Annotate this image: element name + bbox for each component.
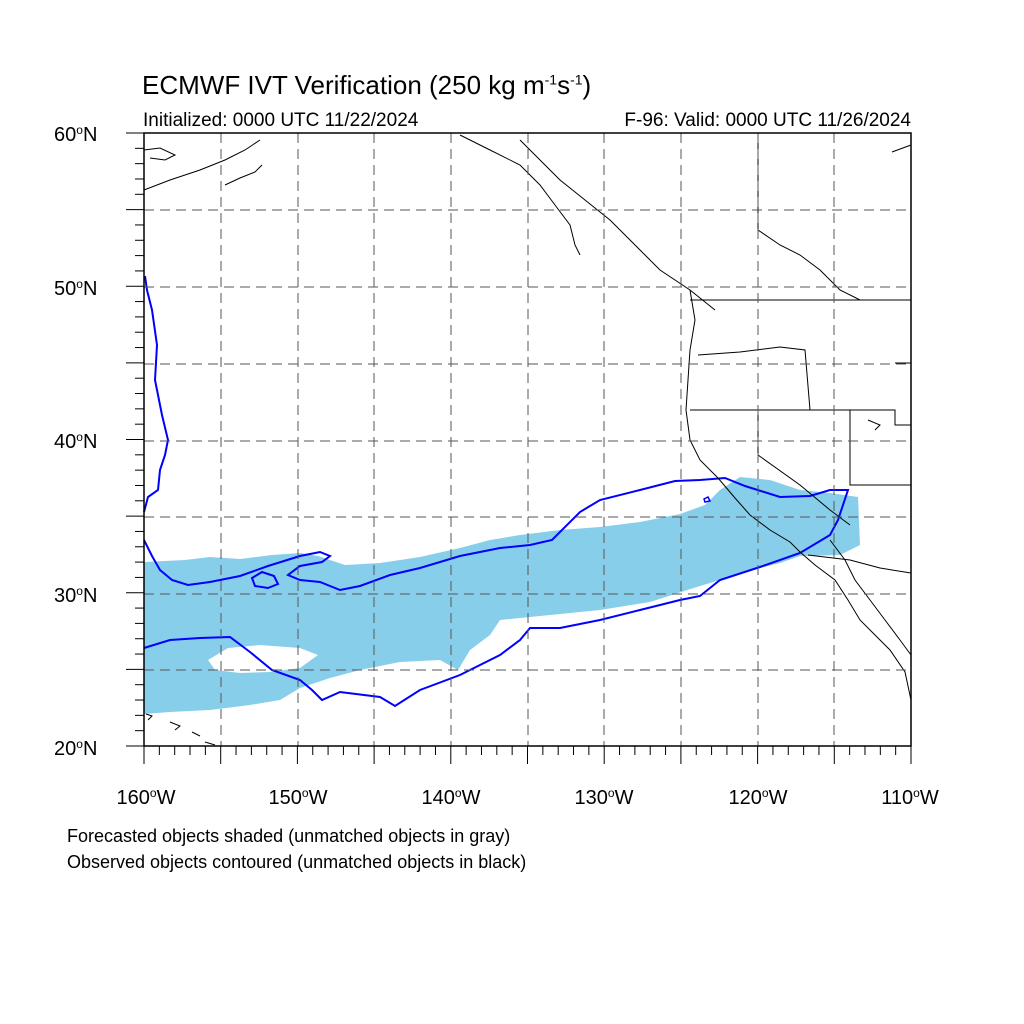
observed-contour-loop	[250, 570, 280, 590]
lat-label-60: 60oN	[54, 123, 98, 146]
grid-lines	[144, 133, 911, 746]
initialized-label: Initialized: 0000 UTC 11/22/2024	[143, 110, 419, 131]
lon-label-140: 140oW	[421, 786, 481, 809]
observed-contour-speck	[703, 495, 712, 503]
lon-label-160: 160oW	[116, 786, 176, 809]
lat-label-50: 50oN	[54, 277, 98, 300]
axis-ticks	[126, 132, 912, 764]
observed-contour-main	[143, 476, 850, 708]
lat-label-30: 30oN	[54, 584, 98, 607]
lon-label-130: 130oW	[574, 786, 634, 809]
coastlines	[143, 134, 912, 746]
caption-observed: Observed objects contoured (unmatched ob…	[67, 852, 527, 872]
forecast-object	[144, 477, 860, 714]
lon-label-110: 110oW	[881, 786, 939, 809]
lat-label-20: 20oN	[54, 737, 98, 760]
caption-forecast: Forecasted objects shaded (unmatched obj…	[67, 826, 511, 846]
observed-contour-west	[143, 275, 170, 513]
valid-label: F-96: Valid: 0000 UTC 11/26/2024	[624, 110, 911, 131]
lon-label-150: 150oW	[268, 786, 328, 809]
lat-label-40: 40oN	[54, 430, 98, 453]
lon-label-120: 120oW	[728, 786, 788, 809]
map-title: ECMWF IVT Verification (250 kg m-1s-1)	[142, 70, 592, 100]
